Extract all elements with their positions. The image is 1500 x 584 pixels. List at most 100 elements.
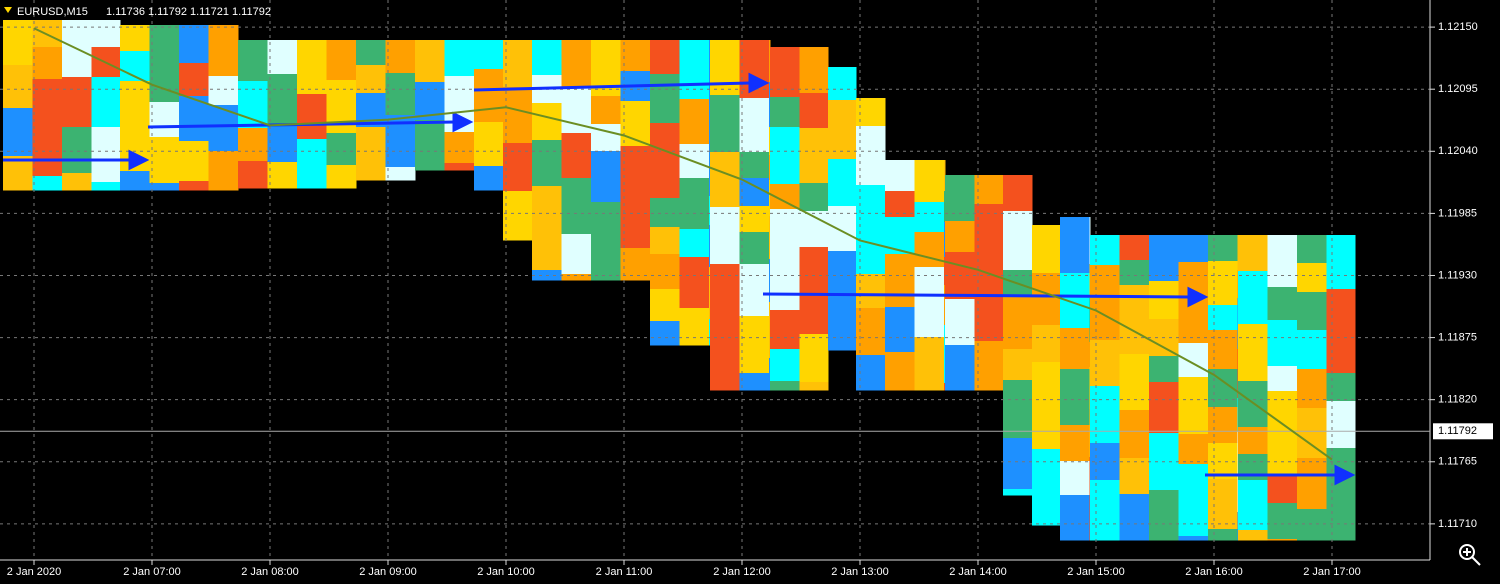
profile-cell bbox=[1267, 503, 1298, 540]
profile-cell bbox=[650, 171, 680, 199]
profile-cell bbox=[679, 178, 710, 230]
arrow-head bbox=[1334, 464, 1356, 486]
profile-cell bbox=[1090, 386, 1120, 444]
profile-cell bbox=[1178, 235, 1209, 263]
profile-cell bbox=[532, 40, 562, 76]
x-tick-label: 2 Jan 08:00 bbox=[241, 566, 299, 578]
profile-cell bbox=[1178, 343, 1209, 378]
profile-cell bbox=[914, 160, 945, 203]
profile-cell bbox=[1119, 494, 1150, 541]
profile-cell bbox=[238, 161, 268, 189]
profile-cell bbox=[1090, 295, 1120, 341]
profile-cell bbox=[974, 232, 1004, 258]
profile-cell bbox=[974, 341, 1004, 391]
profile-cell bbox=[709, 196, 711, 226]
profile-cell bbox=[444, 132, 475, 164]
profile-cell bbox=[799, 47, 829, 94]
profile-cell bbox=[770, 260, 800, 311]
profile-cell bbox=[1238, 381, 1268, 428]
profile-cell bbox=[709, 141, 711, 197]
arrow bbox=[473, 81, 751, 92]
profile-cell bbox=[974, 175, 1004, 205]
profile-cell bbox=[770, 349, 800, 382]
profile-cell bbox=[1208, 261, 1238, 306]
profile-cell bbox=[149, 102, 180, 138]
profile-cell bbox=[770, 381, 800, 391]
profile-cell bbox=[1208, 479, 1238, 530]
profile-cell bbox=[799, 382, 829, 391]
profile-cell bbox=[1032, 362, 1061, 420]
profile-cell bbox=[385, 167, 416, 181]
profile-cell bbox=[532, 186, 562, 231]
profile-cell bbox=[1003, 380, 1033, 439]
profile-cell bbox=[267, 40, 298, 75]
profile-cell bbox=[32, 47, 63, 80]
profile-cell bbox=[709, 319, 711, 346]
profile-cell bbox=[149, 57, 180, 103]
profile-cell bbox=[710, 40, 740, 96]
profile-cell bbox=[1060, 369, 1090, 426]
profile-cell bbox=[297, 94, 327, 140]
profile-cell bbox=[709, 267, 711, 320]
y-tick-label: 1.12095 bbox=[1438, 83, 1478, 95]
profile-cell bbox=[739, 206, 770, 233]
x-tick-label: 2 Jan 12:00 bbox=[713, 566, 771, 578]
profile-cell bbox=[945, 299, 975, 346]
profile-cell bbox=[799, 93, 829, 129]
profile-cell bbox=[1149, 281, 1179, 320]
profile-cell bbox=[267, 125, 298, 163]
x-tick-label: 2 Jan 11:00 bbox=[596, 566, 653, 578]
profile-cell bbox=[856, 308, 886, 356]
profile-cell bbox=[356, 40, 386, 66]
profile-cell bbox=[620, 40, 651, 72]
profile-cell bbox=[591, 202, 621, 228]
profile-cell bbox=[944, 257, 946, 286]
profile-cell bbox=[885, 160, 915, 192]
profile-cell bbox=[1267, 366, 1298, 392]
profile-cell bbox=[561, 40, 592, 88]
profile-cell bbox=[1297, 369, 1327, 409]
profile-cell bbox=[944, 222, 946, 258]
profile-cell bbox=[650, 321, 680, 346]
profile-cell bbox=[944, 191, 946, 223]
profile-cell bbox=[1326, 401, 1356, 449]
profile-cell bbox=[709, 225, 711, 268]
profile-cell bbox=[1208, 330, 1238, 370]
profile-cell bbox=[267, 74, 298, 126]
profile-cell bbox=[828, 251, 857, 299]
profile-cell bbox=[945, 221, 975, 253]
profile-cell bbox=[91, 182, 121, 191]
collapse-icon[interactable] bbox=[4, 7, 12, 13]
profile-cell bbox=[326, 133, 357, 166]
profile-cell bbox=[828, 298, 857, 351]
profile-cell bbox=[1238, 480, 1268, 531]
arrow bbox=[762, 292, 1191, 299]
profile-cell bbox=[120, 81, 150, 120]
y-tick-label: 1.11875 bbox=[1438, 331, 1477, 343]
profile-cell bbox=[710, 207, 740, 265]
profile-cell bbox=[1267, 235, 1298, 288]
profile-cell bbox=[474, 40, 504, 70]
profile-cell bbox=[91, 127, 121, 183]
profile-cell bbox=[914, 295, 945, 338]
profile-cell bbox=[1297, 509, 1327, 541]
x-tick-label: 2 Jan 10:00 bbox=[477, 566, 535, 578]
profile-cell bbox=[679, 257, 710, 309]
profile-cell bbox=[1090, 235, 1120, 266]
y-tick-label: 1.12040 bbox=[1438, 145, 1478, 157]
profile-cell bbox=[1032, 449, 1061, 494]
y-tick-label: 1.11765 bbox=[1438, 456, 1477, 468]
profile-cell bbox=[679, 99, 710, 145]
profile-cell bbox=[1208, 443, 1238, 480]
profile-cell bbox=[1149, 356, 1179, 383]
profile-cell bbox=[62, 77, 92, 128]
profile-cell bbox=[1297, 330, 1327, 370]
profile-cell bbox=[532, 103, 562, 141]
zoom-icon[interactable] bbox=[1459, 544, 1481, 566]
arrow-head bbox=[128, 149, 150, 171]
profile-cell bbox=[1003, 349, 1033, 381]
profile-cell bbox=[1208, 407, 1238, 444]
profile-cell bbox=[1060, 495, 1090, 541]
profile-cell bbox=[914, 267, 945, 296]
profile-cell bbox=[710, 308, 740, 358]
